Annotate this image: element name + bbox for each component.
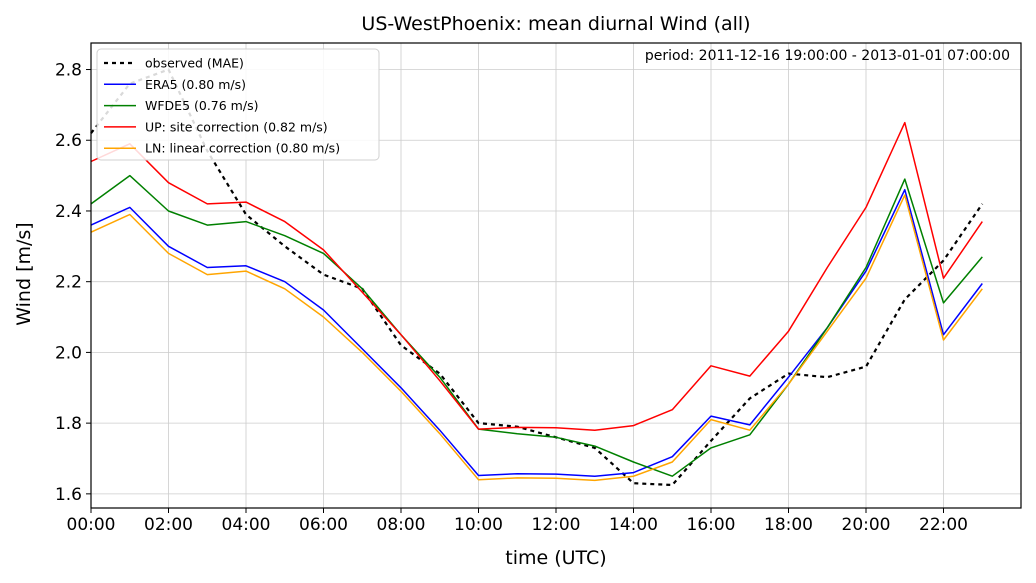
x-tick-label: 14:00	[609, 515, 658, 535]
legend-label: ERA5 (0.80 m/s)	[145, 77, 246, 92]
y-tick-label: 2.8	[55, 61, 82, 81]
legend-label: LN: linear correction (0.80 m/s)	[145, 141, 340, 156]
x-tick-label: 22:00	[919, 515, 968, 535]
series-line-4	[90, 121, 983, 431]
x-tick-label: 10:00	[454, 515, 503, 535]
grid	[90, 43, 1021, 508]
series-line-1	[90, 68, 984, 487]
y-tick-label: 1.8	[55, 414, 82, 434]
legend-box	[96, 48, 380, 161]
legend-label: WFDE5 (0.76 m/s)	[145, 98, 258, 113]
y-tick-label: 2.6	[55, 131, 82, 151]
x-axis-label: time (UTC)	[505, 547, 606, 569]
legend: observed (MAE) ERA5 (0.80 m/s) WFDE5 (0.76…	[96, 48, 380, 161]
x-tick-label: 20:00	[842, 515, 891, 535]
x-tick-label: 02:00	[144, 515, 193, 535]
period-annotation: period: 2011-12-16 19:00:00 - 2013-01-01…	[645, 48, 1010, 64]
series-line-2	[90, 188, 983, 477]
y-tick-label: 1.6	[55, 485, 82, 505]
x-tick-label: 08:00	[377, 515, 426, 535]
x-tick-label: 06:00	[299, 515, 348, 535]
x-axis: 00:00 02:00 04:00 06:00 08:00 10:00 12:00 14:00…	[67, 508, 968, 535]
x-tick-label: 04:00	[222, 515, 271, 535]
x-tick-label: 00:00	[67, 515, 116, 535]
series-layer	[90, 68, 984, 487]
y-axis: 1.6 1.8 2.0 2.2 2.4 2.6 2.8	[55, 61, 91, 505]
series-line-5	[90, 194, 983, 482]
chart-title: US-WestPhoenix: mean diurnal Wind (all)	[361, 13, 750, 35]
legend-label: observed (MAE)	[145, 56, 244, 71]
x-tick-label: 16:00	[687, 515, 736, 535]
series-line-3	[90, 174, 983, 477]
x-tick-label: 12:00	[532, 515, 581, 535]
y-axis-label: Wind [m/s]	[13, 222, 35, 325]
y-tick-label: 2.0	[55, 343, 82, 363]
legend-label: UP: site correction (0.82 m/s)	[145, 119, 328, 134]
y-tick-label: 2.4	[55, 202, 82, 222]
y-tick-label: 2.2	[55, 273, 82, 293]
x-tick-label: 18:00	[764, 515, 813, 535]
